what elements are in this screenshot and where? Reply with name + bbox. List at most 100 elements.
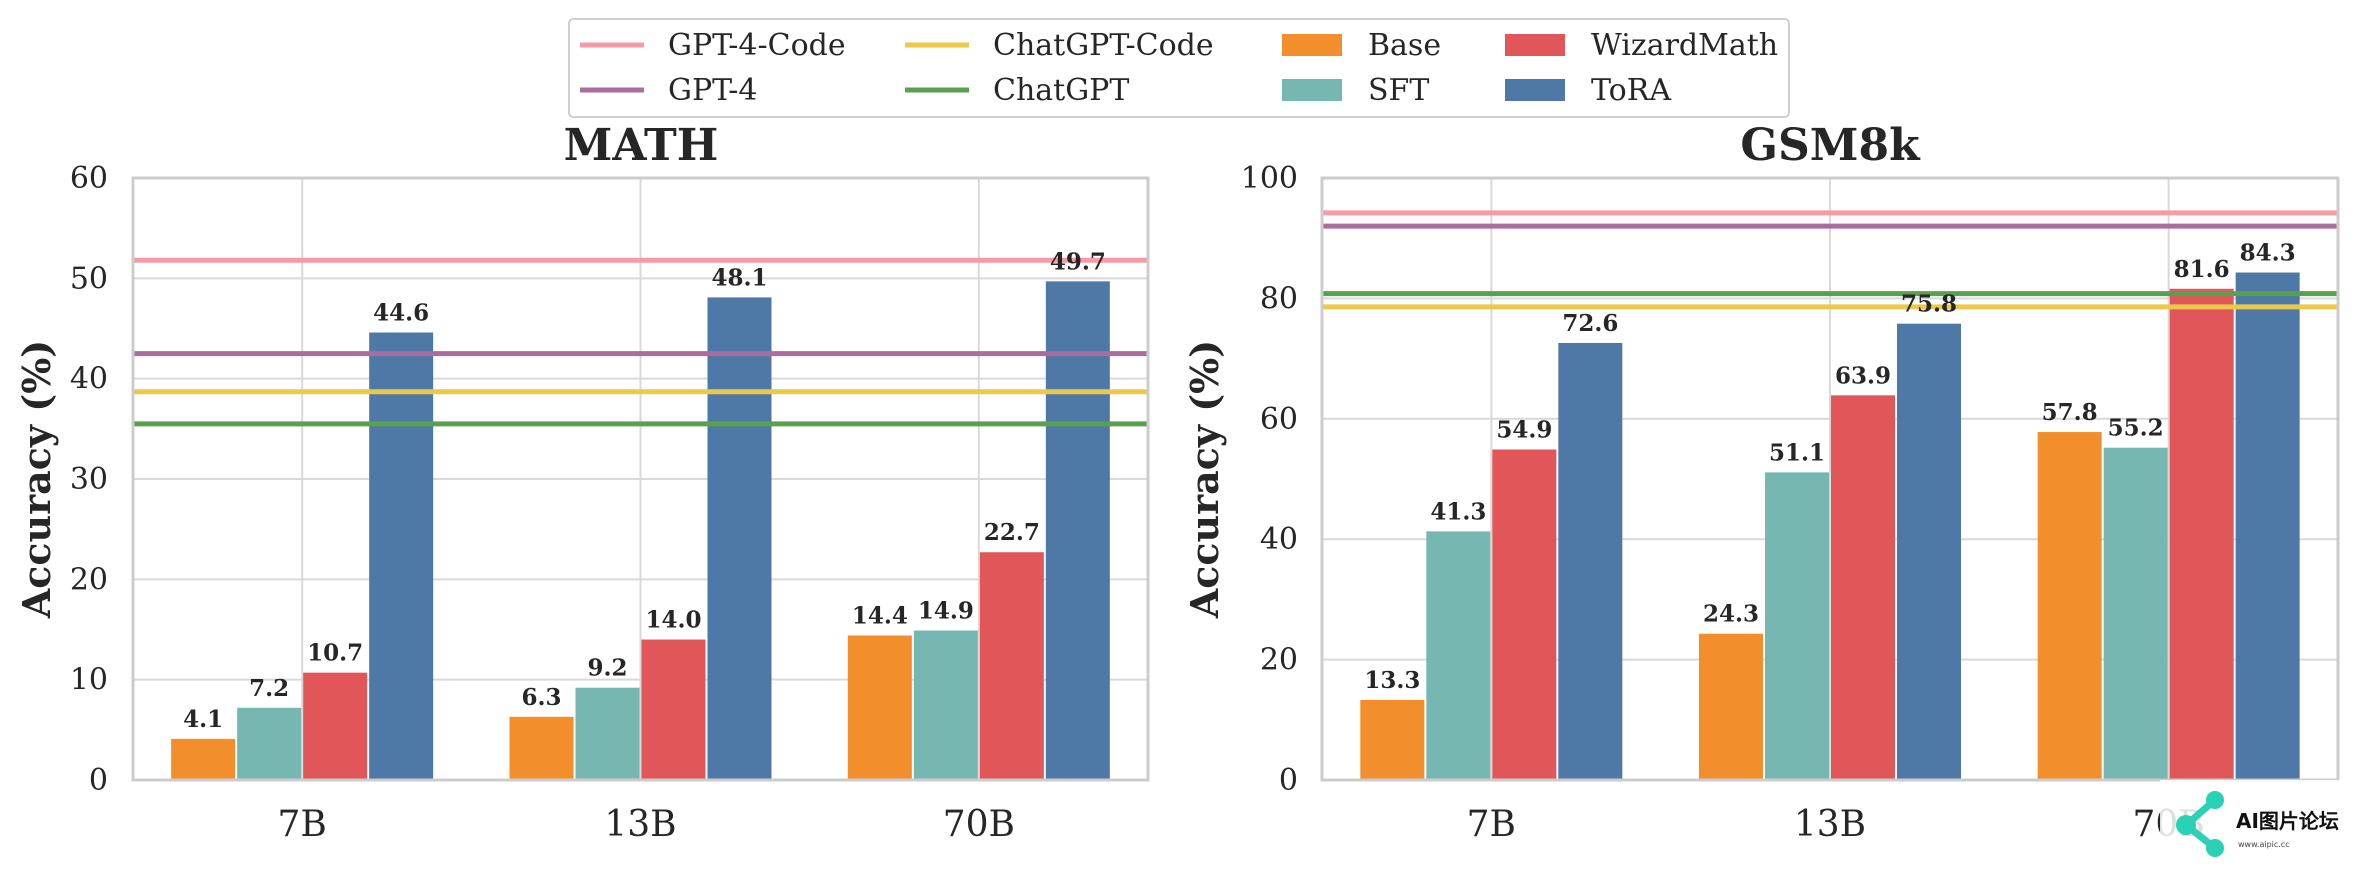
y-tick-label: 60 <box>70 161 108 196</box>
legend-label: Base <box>1368 28 1441 63</box>
legend-patch-swatch <box>1282 34 1342 56</box>
legend-entry-wizardmath: WizardMath <box>1505 28 1778 63</box>
bar-value-label: 81.6 <box>2174 256 2230 283</box>
y-axis-label: Accuracy (%) <box>14 340 59 620</box>
y-tick-label: 40 <box>70 362 108 397</box>
y-tick-label: 20 <box>1260 643 1298 678</box>
y-tick-label: 20 <box>70 562 108 597</box>
series-base <box>171 635 912 780</box>
bar-sft-7b <box>237 707 302 780</box>
bar-value-label: 9.2 <box>587 655 627 682</box>
bar-base-7b <box>1360 699 1425 780</box>
bar-value-label: 24.3 <box>1703 601 1759 628</box>
bar-base-70b <box>2037 432 2102 780</box>
share-logo-icon <box>2176 791 2224 857</box>
bar-value-label: 51.1 <box>1769 439 1825 466</box>
series-base <box>1360 432 2102 780</box>
plot-frame <box>1320 176 2340 782</box>
bar-wizardmath-70b <box>2169 288 2234 780</box>
bar-value-label: 6.3 <box>521 684 561 711</box>
bar-value-label: 63.9 <box>1835 362 1891 389</box>
bar-value-label: 54.9 <box>1496 417 1552 444</box>
bar-wizardmath-13b <box>1831 395 1895 780</box>
bar-value-label: 14.9 <box>918 598 974 625</box>
watermark-text: AI图片论坛 <box>2236 809 2339 833</box>
x-tick-label: 13B <box>604 804 676 845</box>
legend-label: ChatGPT <box>993 73 1129 108</box>
bar-value-label: 22.7 <box>984 519 1040 546</box>
bar-value-label: 72.6 <box>1562 310 1618 337</box>
y-tick-label: 30 <box>70 462 108 497</box>
bar-tora-13b <box>1897 323 1961 780</box>
legend-label: ChatGPT-Code <box>993 28 1214 63</box>
watermark-subtext: www.aipic.cc <box>2238 840 2290 849</box>
y-tick-label: 40 <box>1260 522 1298 557</box>
legend-entry-sft: SFT <box>1282 73 1429 108</box>
bar-wizardmath-13b <box>641 639 706 780</box>
legend-entry-tora: ToRA <box>1505 73 1671 108</box>
y-tick-label: 50 <box>70 261 108 296</box>
bar-tora-7b <box>1558 342 1623 780</box>
bar-sft-13b <box>575 687 640 780</box>
legend-label: GPT-4-Code <box>668 28 846 63</box>
bar-sft-13b <box>1765 472 1829 780</box>
bar-wizardmath-7b <box>1492 449 1557 780</box>
bar-tora-70b <box>1045 281 1110 780</box>
legend: GPT-4-Code GPT-4 ChatGPT-Code ChatGPT Base SF… <box>568 18 1790 118</box>
series-sft <box>1426 447 2168 780</box>
bar-base-13b <box>1699 633 1763 780</box>
y-tick-label: 0 <box>1279 763 1298 798</box>
bar-value-label: 57.8 <box>2042 399 2098 426</box>
series-tora <box>369 281 1110 780</box>
series-wizardmath <box>303 552 1044 780</box>
bar-value-label: 13.3 <box>1364 667 1420 694</box>
legend-label: ToRA <box>1591 73 1671 108</box>
bar-wizardmath-70b <box>979 552 1044 780</box>
bar-base-13b <box>509 716 574 780</box>
y-tick-label: 80 <box>1260 281 1298 316</box>
legend-label: SFT <box>1368 73 1429 108</box>
bar-value-label: 55.2 <box>2108 415 2164 442</box>
bar-value-label: 84.3 <box>2240 240 2296 267</box>
bar-base-7b <box>171 738 236 780</box>
legend-frame <box>568 18 1790 118</box>
series-wizardmath <box>1492 288 2234 780</box>
bar-value-label: 10.7 <box>307 640 363 667</box>
bar-tora-70b <box>2235 272 2300 780</box>
bar-value-label: 44.6 <box>373 300 429 327</box>
legend-label: WizardMath <box>1591 28 1778 63</box>
legend-entry-chatgpt: ChatGPT <box>905 73 1129 108</box>
legend-patch-swatch <box>1282 79 1342 101</box>
x-tick-label: 70B <box>943 804 1015 845</box>
legend-entry-gpt-4: GPT-4 <box>580 73 758 108</box>
series-sft <box>237 630 978 780</box>
bar-sft-7b <box>1426 531 1491 780</box>
bar-wizardmath-7b <box>303 672 368 780</box>
x-tick-label: 7B <box>1467 804 1516 845</box>
bar-value-label: 75.8 <box>1901 291 1957 318</box>
legend-entry-base: Base <box>1282 28 1441 63</box>
y-axis-label: Accuracy (%) <box>1182 340 1227 620</box>
legend-entry-gpt-4-code: GPT-4-Code <box>580 28 846 63</box>
gsm8k-panel: 13.3 24.3 57.8 41.3 51.1 55.2 54.9 63.9 81.6 72.6… <box>1182 120 2340 845</box>
bar-value-label: 41.3 <box>1430 498 1486 525</box>
legend-label: GPT-4 <box>668 73 758 108</box>
y-tick-label: 100 <box>1241 161 1298 196</box>
series-tora <box>1558 272 2300 780</box>
bar-base-70b <box>847 635 912 780</box>
bar-tora-7b <box>369 332 434 780</box>
bar-sft-70b <box>913 630 978 780</box>
x-tick-label: 13B <box>1794 804 1866 845</box>
y-tick-label: 10 <box>70 663 108 698</box>
bar-tora-13b <box>707 297 772 780</box>
bar-value-label: 4.1 <box>183 706 223 733</box>
legend-patch-swatch <box>1505 79 1565 101</box>
chart-title: GSM8k <box>1740 120 1921 171</box>
legend-patch-swatch <box>1505 34 1565 56</box>
watermark-logo: AI图片论坛 www.aipic.cc <box>2160 780 2358 865</box>
bar-value-label: 14.4 <box>852 603 908 630</box>
chart-title: MATH <box>564 120 719 171</box>
plot-frame <box>131 176 1150 782</box>
